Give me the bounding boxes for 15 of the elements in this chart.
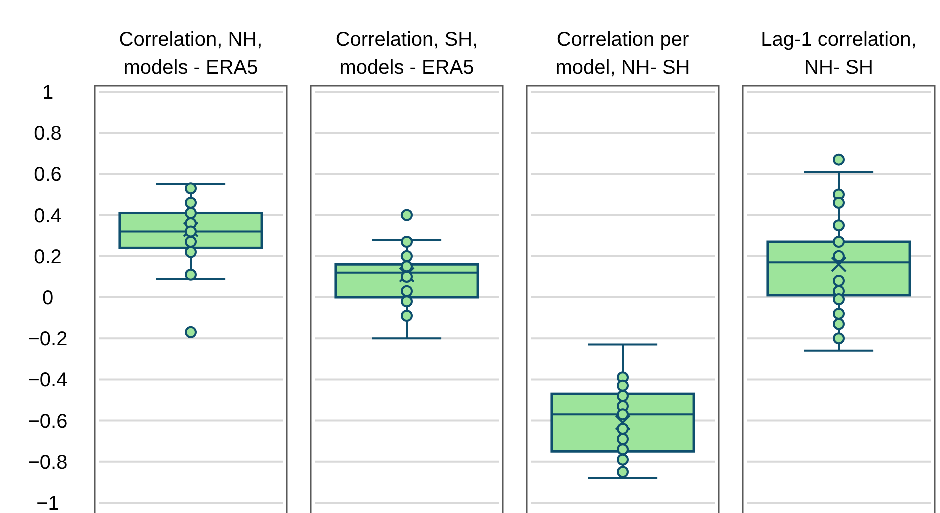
y-tick-label: 0.4 [34,205,62,228]
y-tick-label: −0.6 [28,410,68,433]
x-tick-label: Lag-1 correlation, NH- SH [761,29,917,79]
x-tick-label: Correlation, NH, models - ERA5 [119,29,263,79]
y-tick-label: −1 [36,493,60,513]
y-tick-label: 0.6 [34,164,62,186]
x-tick-label: Correlation, SH, models - ERA5 [336,29,478,79]
y-tick-label: −0.4 [28,370,68,392]
y-tick-label: 0.2 [34,246,62,268]
y-tick-label: 0.8 [34,123,62,146]
y-tick-label: 1 [42,82,54,104]
y-tick-label: −0.2 [28,328,68,351]
y-tick-label: 0 [42,288,54,310]
y-tick-label: −0.8 [28,452,68,474]
x-tick-label: Correlation per model, NH- SH [556,29,690,79]
